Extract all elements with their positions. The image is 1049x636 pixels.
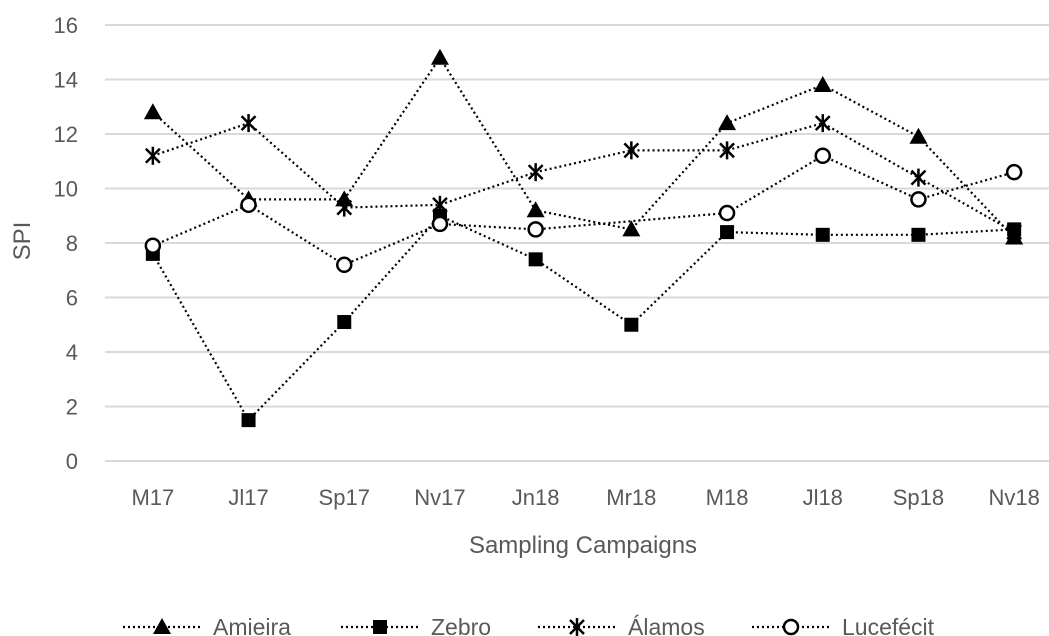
legend-marker [569,618,585,636]
data-point [718,114,737,131]
x-tick-label: Jn18 [512,485,560,510]
data-point [720,225,735,240]
series-line [152,154,1015,267]
data-point [144,237,162,254]
data-point [240,114,257,133]
data-point [144,146,161,165]
data-point [814,147,831,165]
series-álamos [144,114,1023,242]
legend-label: Álamos [628,614,705,636]
legend-marker [153,618,171,634]
data-point [143,103,162,120]
y-tick-label: 0 [66,449,78,474]
gridlines [105,24,1049,462]
data-point [241,413,256,428]
data-point [910,168,927,187]
data-point [431,215,449,233]
legend-marker [782,618,800,636]
legend-label: Amieira [213,614,291,636]
legend-marker [373,620,387,634]
data-point [527,221,544,238]
legend-item: Álamos [538,614,705,636]
legend: Amieira Zebro Álamos Lucefécit [123,614,935,636]
data-point [623,141,640,160]
series-line [151,214,1015,422]
data-point [815,227,830,242]
y-tick-label: 16 [54,13,78,38]
series-line [152,55,1015,239]
y-tick-label: 2 [66,395,78,420]
legend-item: Lucefécit [752,614,935,636]
y-tick-label: 8 [66,231,78,256]
legend-item: Zebro [341,614,491,636]
data-point [718,204,736,222]
y-tick-label: 12 [54,122,78,147]
data-point [911,227,926,242]
data-point [336,256,353,274]
series-lucefécit [144,147,1023,274]
data-point [1005,163,1023,181]
x-tick-label: Sp18 [893,485,944,510]
series-amieira [143,48,1024,245]
y-tick-label: 10 [54,177,78,202]
x-tick-label: Nv17 [414,485,465,510]
data-point [528,252,543,267]
x-tick-label: M18 [706,485,749,510]
data-point [624,317,639,332]
x-tick-label: Nv18 [988,485,1039,510]
x-axis-title: Sampling Campaigns [469,532,697,559]
y-axis-title: SPI [9,222,36,261]
legend-label: Lucefécit [842,614,935,636]
legend-item: Amieira [123,614,291,636]
data-point [910,191,927,208]
series-zebro [145,208,1022,428]
data-point [622,220,641,237]
x-tick-label: Mr18 [606,485,656,510]
x-tick-label: Jl17 [228,485,268,510]
data-point [337,315,352,330]
legend-label: Zebro [431,614,491,636]
y-tick-label: 6 [66,286,78,311]
y-tick-label: 14 [54,68,78,93]
y-tick-label: 4 [66,340,78,365]
y-axis-ticks: 0 2 4 6 8 10 12 14 16 [54,13,78,474]
data-point [336,198,353,217]
data-point [430,48,449,65]
data-point [432,195,448,214]
data-point [1006,223,1023,242]
series-line [152,121,1015,234]
data-point [813,75,832,92]
data-point [240,196,257,214]
data-point [719,141,735,160]
series-layer [143,48,1024,428]
data-point [909,127,928,144]
x-axis-ticks: M17 Jl17 Sp17 Nv17 Jn18 Mr18 M18 Jl18 Sp18 Nv18 [131,485,1039,510]
x-tick-label: Sp17 [319,485,370,510]
data-point [527,163,544,182]
data-point [814,114,831,133]
data-point [526,201,545,218]
x-tick-label: Jl18 [803,485,843,510]
x-tick-label: M17 [131,485,174,510]
